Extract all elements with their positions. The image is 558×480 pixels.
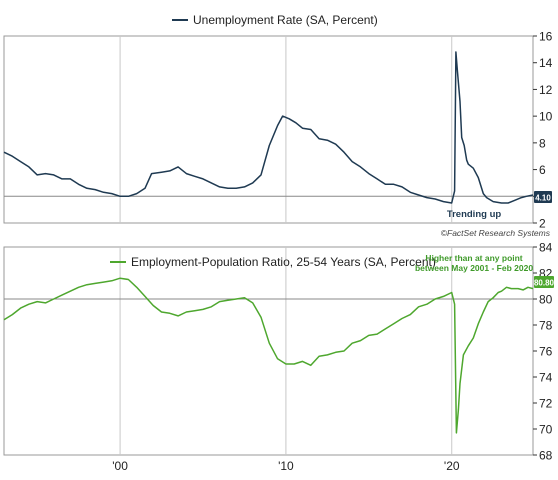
epop-gridlines	[4, 247, 533, 455]
x-tick-label-2020: '20	[444, 459, 460, 473]
unemployment-legend: Unemployment Rate (SA, Percent)	[172, 13, 378, 27]
epop-last-value-badge: 80.80	[534, 276, 555, 288]
unemployment-y-axis: 246810121416	[533, 30, 553, 231]
epop-annotation-line-1: Higher than at any point	[425, 253, 522, 263]
unemployment-plot-frame	[3, 35, 534, 224]
epop-ytick-label-76: 76	[539, 345, 553, 359]
epop-ytick-label-80: 80	[539, 293, 553, 307]
unemployment-ytick-label-12: 12	[539, 83, 553, 97]
unemployment-ytick-label-14: 14	[539, 56, 553, 70]
unemployment-panel: 246810121416 Unemployment Rate (SA, Perc…	[3, 13, 553, 238]
unemployment-ytick-label-10: 10	[539, 110, 553, 124]
epop-ytick-label-72: 72	[539, 397, 553, 411]
epop-ytick-label-68: 68	[539, 449, 553, 463]
epop-badge-bg	[534, 276, 554, 288]
epop-legend-label: Employment-Population Ratio, 25-54 Years…	[131, 255, 436, 269]
epop-ytick-label-74: 74	[539, 371, 553, 385]
unemployment-ytick-label-6: 6	[539, 163, 546, 177]
unemployment-rate-line	[3, 51, 534, 204]
unemployment-last-value: 4.10	[535, 194, 551, 203]
epop-ytick-label-70: 70	[539, 423, 553, 437]
source-note: ©FactSet Research Systems	[441, 228, 551, 238]
x-axis-tick-labels: '00 '10 '20	[112, 459, 460, 473]
unemployment-ytick-label-2: 2	[539, 217, 546, 231]
epop-annotation-line-2: between May 2001 - Feb 2020	[415, 263, 533, 273]
x-tick-label-2010: '10	[278, 459, 294, 473]
epop-legend: Employment-Population Ratio, 25-54 Years…	[110, 255, 436, 269]
epop-ytick-label-84: 84	[539, 241, 553, 255]
unemployment-legend-label: Unemployment Rate (SA, Percent)	[193, 13, 378, 27]
unemployment-gridlines	[4, 36, 533, 223]
epop-line	[3, 277, 534, 434]
trending-up-annotation: Trending up	[447, 209, 502, 220]
epop-last-value: 80.80	[534, 279, 555, 288]
epop-ytick-label-78: 78	[539, 319, 553, 333]
unemployment-ytick-label-8: 8	[539, 136, 546, 150]
unemployment-badge-bg	[534, 191, 552, 203]
x-tick-label-2000: '00	[112, 459, 128, 473]
unemployment-last-value-badge: 4.10	[534, 191, 552, 203]
unemployment-ytick-label-16: 16	[539, 30, 553, 44]
